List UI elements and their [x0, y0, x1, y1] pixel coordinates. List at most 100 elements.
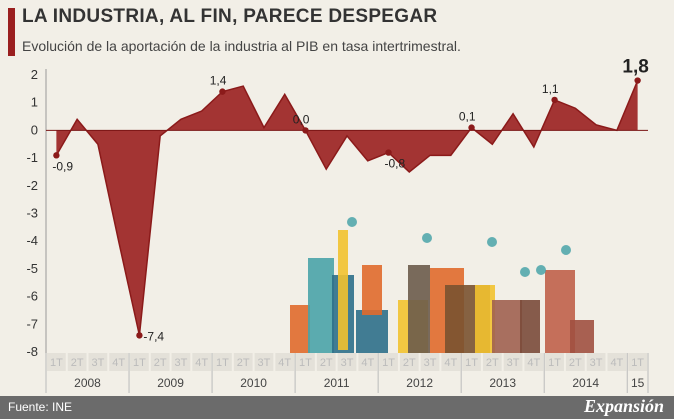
- factory-building: [290, 305, 310, 353]
- data-label: 0,1: [459, 110, 476, 124]
- data-label: -7,4: [143, 329, 164, 343]
- quarter-cell: [109, 353, 129, 371]
- quarter-cell: [545, 353, 564, 371]
- brand-logo: Expansión: [583, 396, 664, 416]
- factory-building: [492, 300, 522, 353]
- x-tick-label: 1T: [548, 357, 561, 369]
- quarter-cell: [233, 353, 253, 371]
- year-label: 2013: [489, 376, 516, 390]
- x-tick-label: 3T: [258, 357, 271, 369]
- series-line: [55, 80, 639, 336]
- x-tick-label: 2T: [403, 357, 416, 369]
- data-label: 1,1: [542, 82, 559, 96]
- smoke-puff: [561, 245, 571, 255]
- quarter-cell: [462, 353, 481, 371]
- x-tick-label: 1T: [50, 357, 63, 369]
- data-label: -0,8: [385, 157, 406, 171]
- data-point: [385, 149, 392, 156]
- quarter-cell: [628, 353, 647, 371]
- x-tick-label: 2T: [154, 357, 167, 369]
- quarter-cell: [213, 353, 232, 371]
- x-tick-label: 3T: [341, 357, 354, 369]
- x-tick-label: 1T: [631, 357, 644, 369]
- quarter-cell: [607, 353, 627, 371]
- chart-title: LA INDUSTRIA, AL FIN, PARECE DESPEGAR: [22, 6, 438, 27]
- x-tick-label: 3T: [424, 357, 437, 369]
- y-tick-label: -5: [26, 261, 38, 276]
- x-tick-label: 1T: [465, 357, 478, 369]
- quarter-cell: [171, 353, 191, 371]
- x-tick-label: 4T: [361, 357, 374, 369]
- x-tick-label: 1T: [382, 357, 395, 369]
- data-point: [551, 96, 558, 104]
- year-label: 2012: [406, 376, 433, 390]
- y-tick-label: -4: [26, 233, 38, 248]
- year-label: 2014: [572, 376, 599, 390]
- x-tick-label: 4T: [278, 357, 291, 369]
- data-point: [136, 332, 143, 339]
- x-tick-label: 2T: [569, 357, 582, 369]
- y-tick-label: -3: [26, 206, 38, 221]
- x-tick-label: 4T: [527, 357, 540, 369]
- data-label: 1,8: [622, 57, 648, 78]
- quarter-cell: [150, 353, 170, 371]
- x-tick-label: 3T: [507, 357, 520, 369]
- smoke-puff: [520, 267, 530, 277]
- quarter-cell: [420, 353, 440, 371]
- factory-building: [362, 265, 382, 315]
- factory-building: [570, 320, 594, 353]
- quarter-cell: [254, 353, 274, 371]
- data-point: [302, 127, 309, 134]
- data-point: [468, 124, 475, 131]
- y-tick-label: -8: [26, 344, 38, 359]
- data-label: 0,0: [293, 112, 310, 126]
- y-tick-label: -1: [26, 150, 38, 165]
- x-tick-label: 2T: [486, 357, 499, 369]
- factory-building: [408, 265, 430, 353]
- quarter-cell: [47, 353, 66, 371]
- data-label: -0,9: [52, 159, 73, 173]
- x-tick-label: 2T: [237, 357, 250, 369]
- quarter-cell: [379, 353, 398, 371]
- x-tick-label: 4T: [444, 357, 457, 369]
- y-tick-label: -2: [26, 178, 38, 193]
- smoke-puff: [536, 265, 546, 275]
- quarter-cell: [441, 353, 461, 371]
- factory-building: [308, 258, 334, 353]
- factory-building: [475, 285, 495, 353]
- factory-building: [356, 310, 388, 353]
- y-tick-label: -7: [26, 316, 38, 331]
- x-tick-label: 2T: [71, 357, 84, 369]
- y-tick-label: 0: [31, 122, 38, 137]
- quarter-cell: [192, 353, 212, 371]
- quarter-cell: [358, 353, 378, 371]
- x-tick-label: 1T: [299, 357, 312, 369]
- quarter-cell: [565, 353, 585, 371]
- factory-illustration: [290, 217, 594, 353]
- x-tick-label: 3T: [175, 357, 188, 369]
- y-tick-label: 2: [31, 67, 38, 82]
- smoke-puff: [487, 237, 497, 247]
- quarter-cell: [275, 353, 295, 371]
- quarter-cell: [482, 353, 502, 371]
- year-label: 2009: [157, 376, 184, 390]
- quarter-cell: [399, 353, 419, 371]
- chart-subtitle: Evolución de la aportación de la industr…: [22, 38, 461, 54]
- x-tick-label: 4T: [112, 357, 125, 369]
- data-point: [219, 88, 226, 95]
- quarter-cell: [67, 353, 87, 371]
- data-point: [53, 152, 60, 159]
- x-tick-label: 4T: [195, 357, 208, 369]
- data-point: [634, 77, 641, 84]
- x-tick-label: 4T: [610, 357, 623, 369]
- quarter-cell: [130, 353, 149, 371]
- x-tick-label: 1T: [133, 357, 146, 369]
- x-tick-label: 3T: [590, 357, 603, 369]
- area-chart: 2 1 0 -1 -2 -3 -4 -5 -6 -7 -8 -0,9 -7,4 1,4 0,0 -0,8 0,1…: [26, 57, 649, 393]
- y-tick-label: 1: [31, 95, 38, 110]
- year-label: 15: [631, 376, 645, 390]
- footer-bar: [0, 396, 674, 419]
- year-label: 2008: [74, 376, 101, 390]
- smoke-puff: [422, 233, 432, 243]
- data-label: 1,4: [210, 74, 227, 88]
